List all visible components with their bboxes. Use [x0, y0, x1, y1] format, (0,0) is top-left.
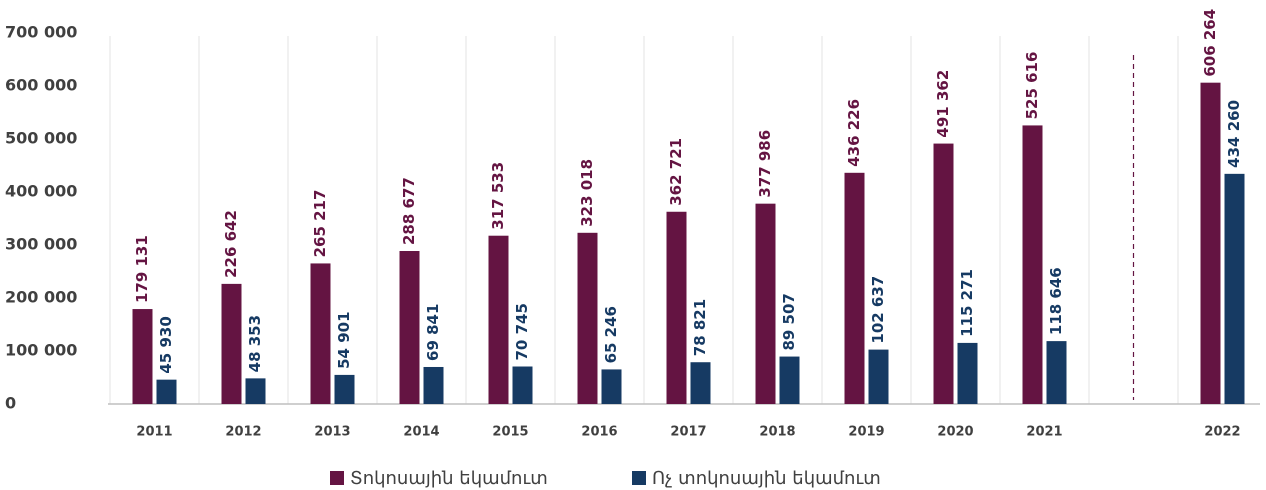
y-tick-label: 600 000 — [5, 76, 77, 95]
y-tick-label: 700 000 — [5, 23, 77, 42]
value-label: 226 642 — [222, 210, 240, 278]
bar — [666, 211, 687, 404]
x-tick-label: 2018 — [759, 425, 795, 440]
bar — [221, 283, 242, 404]
value-label: 69 841 — [424, 304, 442, 361]
legend-label: Ոչ տոկոսային եկամուտ — [652, 468, 881, 489]
x-tick-label: 2022 — [1204, 425, 1240, 440]
y-tick-label: 100 000 — [5, 341, 77, 360]
value-label: 115 271 — [958, 269, 976, 337]
value-label: 377 986 — [756, 130, 774, 198]
bar — [1046, 341, 1067, 404]
value-label: 491 362 — [934, 70, 952, 138]
value-label: 48 353 — [246, 315, 264, 372]
x-tick-label: 2012 — [225, 425, 261, 440]
value-label: 78 821 — [691, 299, 709, 356]
y-tick-label: 200 000 — [5, 288, 77, 307]
x-tick-label: 2013 — [314, 425, 350, 440]
bar — [488, 235, 509, 404]
x-tick-label: 2016 — [581, 425, 617, 440]
value-label: 118 646 — [1047, 267, 1065, 335]
value-label: 265 217 — [311, 190, 329, 258]
value-label: 288 677 — [400, 177, 418, 245]
bar — [1200, 82, 1221, 404]
bar — [577, 232, 598, 404]
value-label: 65 246 — [602, 306, 620, 363]
bar — [399, 251, 420, 404]
legend-swatch — [632, 471, 646, 485]
bar — [755, 203, 776, 404]
legend-label: Տոկոսային եկամուտ — [350, 468, 548, 489]
bar — [868, 349, 889, 404]
bar — [844, 172, 865, 404]
value-label: 606 264 — [1201, 9, 1219, 77]
x-tick-label: 2015 — [492, 425, 528, 440]
bar — [933, 143, 954, 405]
x-tick-label: 2017 — [670, 425, 706, 440]
value-label: 54 901 — [335, 311, 353, 368]
bar — [512, 366, 533, 404]
bar — [957, 342, 978, 404]
x-tick-label: 2014 — [403, 425, 439, 440]
bar — [334, 374, 355, 404]
value-label: 323 018 — [578, 159, 596, 227]
y-tick-label: 500 000 — [5, 129, 77, 148]
value-label: 436 226 — [845, 99, 863, 167]
bar — [423, 366, 444, 404]
value-label: 45 930 — [157, 316, 175, 373]
bar — [601, 369, 622, 404]
x-tick-label: 2021 — [1026, 425, 1062, 440]
value-label: 525 616 — [1023, 52, 1041, 120]
value-label: 70 745 — [513, 303, 531, 360]
bar — [1224, 173, 1245, 404]
legend-swatch — [330, 471, 344, 485]
bar — [245, 378, 266, 404]
bar — [690, 362, 711, 404]
bar — [779, 356, 800, 404]
value-label: 317 533 — [489, 162, 507, 230]
value-label: 434 260 — [1225, 100, 1243, 168]
value-label: 89 507 — [780, 293, 798, 350]
x-tick-label: 2019 — [848, 425, 884, 440]
bar — [156, 379, 177, 404]
bar — [132, 309, 153, 404]
x-tick-label: 2011 — [136, 425, 172, 440]
y-tick-label: 300 000 — [5, 235, 77, 254]
x-tick-label: 2020 — [937, 425, 973, 440]
bar — [1022, 125, 1043, 404]
value-label: 102 637 — [869, 276, 887, 344]
bar — [310, 263, 331, 404]
y-tick-label: 400 000 — [5, 182, 77, 201]
y-tick-label: 0 — [5, 394, 16, 413]
value-label: 362 721 — [667, 138, 685, 206]
value-label: 179 131 — [133, 235, 151, 303]
